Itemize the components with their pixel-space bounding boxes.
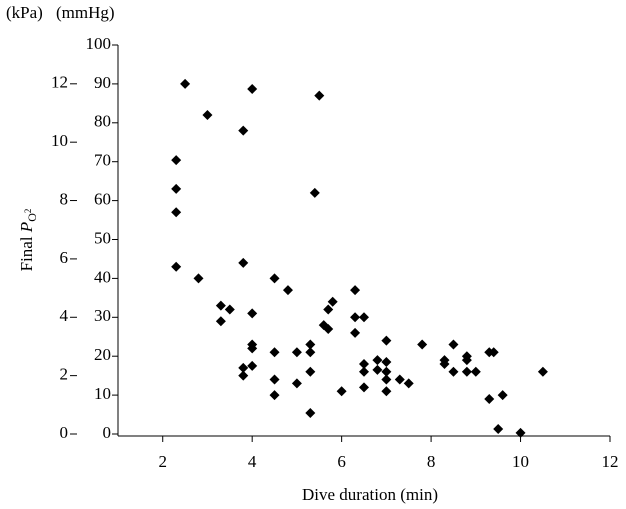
y2-tick-label: 4 xyxy=(60,306,69,325)
point xyxy=(247,308,258,319)
x-tick-label: 2 xyxy=(158,452,167,471)
y2-tick-label: 2 xyxy=(60,365,69,384)
x-tick-label: 6 xyxy=(337,452,346,471)
point xyxy=(488,347,499,358)
point xyxy=(238,125,249,136)
point xyxy=(359,312,369,323)
y2-tick-label: 0 xyxy=(60,423,69,442)
point xyxy=(515,427,526,438)
point xyxy=(461,366,472,377)
point xyxy=(238,370,249,381)
point xyxy=(336,386,347,397)
point xyxy=(493,423,504,434)
point xyxy=(269,374,280,385)
point xyxy=(350,327,361,338)
y-tick-label: 0 xyxy=(103,423,112,442)
point xyxy=(448,366,459,377)
point xyxy=(381,357,392,368)
x-tick-label: 4 xyxy=(248,452,257,471)
point xyxy=(305,339,316,350)
point xyxy=(497,390,508,401)
point xyxy=(305,347,316,358)
point xyxy=(247,360,258,371)
point xyxy=(247,343,258,354)
point xyxy=(359,366,369,377)
point xyxy=(350,285,361,296)
y-tick-label: 30 xyxy=(94,306,111,325)
y2-tick-label: 10 xyxy=(51,131,68,150)
point xyxy=(305,407,316,418)
point xyxy=(439,358,450,369)
point xyxy=(180,78,191,89)
point xyxy=(171,207,182,218)
point xyxy=(305,366,316,377)
point xyxy=(238,257,249,268)
y2-unit: (kPa) xyxy=(6,3,43,22)
x-tick-label: 10 xyxy=(512,452,529,471)
point xyxy=(537,366,548,377)
point xyxy=(215,316,226,327)
point xyxy=(381,366,392,377)
point xyxy=(238,362,249,373)
y-label-symbol: P xyxy=(17,222,36,233)
x-tick-label: 12 xyxy=(602,452,619,471)
point xyxy=(359,358,369,369)
x-axis-label: Dive duration (min) xyxy=(302,485,438,504)
point xyxy=(417,339,428,350)
point xyxy=(484,393,495,404)
y-tick-label: 50 xyxy=(94,228,111,247)
y-tick-label: 40 xyxy=(94,267,111,286)
point xyxy=(171,183,182,194)
y-tick-label: 10 xyxy=(94,384,111,403)
point xyxy=(327,296,338,307)
point xyxy=(269,347,280,358)
point xyxy=(470,366,481,377)
y-label-subsubscript: 2 xyxy=(23,209,33,214)
point xyxy=(381,335,392,346)
y-tick-label: 100 xyxy=(86,34,112,53)
point xyxy=(461,355,472,366)
y-unit: (mmHg) xyxy=(56,3,115,22)
point xyxy=(171,155,182,166)
point xyxy=(372,355,383,366)
point xyxy=(269,273,280,284)
point xyxy=(323,304,334,315)
point xyxy=(381,386,392,397)
y2-tick-label: 12 xyxy=(51,73,68,92)
y-label-subscript: O xyxy=(25,213,39,222)
point xyxy=(359,382,369,393)
point xyxy=(403,378,414,389)
point xyxy=(323,323,334,334)
y-tick-label: 20 xyxy=(94,345,111,364)
y2-tick-label: 6 xyxy=(60,248,69,267)
point xyxy=(291,378,302,389)
point xyxy=(314,90,325,101)
point xyxy=(448,339,459,350)
y-label-text: Final xyxy=(17,236,36,271)
point xyxy=(193,273,204,284)
point xyxy=(381,374,392,385)
y-axis-label: Final PO2 xyxy=(17,209,39,272)
point xyxy=(394,374,405,385)
x-tick-label: 8 xyxy=(427,452,436,471)
point xyxy=(215,300,226,311)
point xyxy=(350,312,361,323)
point xyxy=(372,364,383,375)
point xyxy=(247,83,258,94)
point xyxy=(291,347,302,358)
point xyxy=(224,304,235,315)
y-tick-label: 80 xyxy=(94,112,111,131)
y-tick-label: 60 xyxy=(94,190,111,209)
y-tick-label: 70 xyxy=(94,151,111,170)
point xyxy=(171,261,182,272)
y-tick-label: 90 xyxy=(94,73,111,92)
point xyxy=(282,285,293,296)
point xyxy=(309,187,320,198)
point xyxy=(269,390,280,401)
point xyxy=(202,110,213,121)
y2-tick-label: 8 xyxy=(60,189,69,208)
